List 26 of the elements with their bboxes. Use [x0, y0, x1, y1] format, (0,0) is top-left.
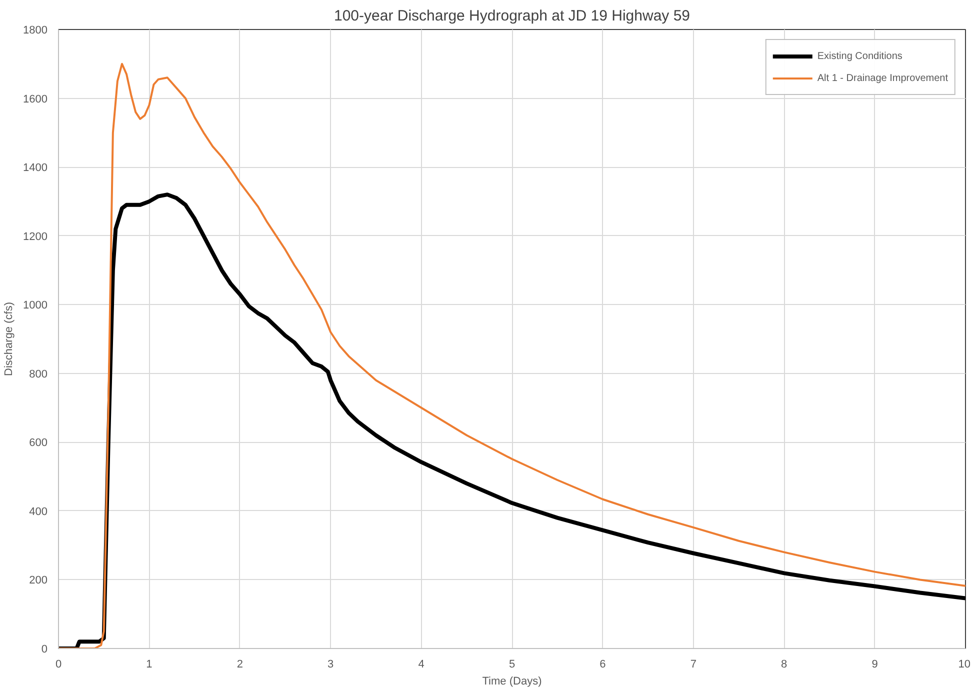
y-tick-label: 1600 — [23, 93, 48, 106]
x-tick-label: 1 — [146, 658, 152, 670]
chart-title: 100-year Discharge Hydrograph at JD 19 Highway 59 — [334, 8, 690, 24]
y-tick-label: 0 — [41, 644, 48, 656]
x-tick-label: 0 — [55, 658, 62, 670]
y-tick-label: 200 — [29, 574, 48, 587]
x-axis-title: Time (Days) — [482, 676, 542, 688]
y-tick-label: 1000 — [23, 300, 48, 312]
x-tick-label: 10 — [958, 658, 971, 670]
y-tick-label: 400 — [29, 506, 48, 518]
x-tick-label: 8 — [781, 658, 788, 670]
y-tick-label: 800 — [29, 368, 48, 380]
x-tick-label: 7 — [690, 658, 696, 670]
legend-label: Alt 1 - Drainage Improvement — [817, 72, 948, 84]
y-tick-label: 600 — [29, 437, 48, 450]
y-axis-title: Discharge (cfs) — [3, 302, 16, 376]
y-tick-label: 1400 — [23, 162, 48, 174]
x-tick-label: 3 — [328, 658, 334, 670]
x-tick-label: 6 — [600, 658, 606, 670]
x-tick-label: 9 — [872, 658, 878, 670]
x-tick-label: 5 — [508, 658, 516, 670]
x-tick-label: 2 — [236, 658, 243, 670]
x-tick-label: 4 — [418, 658, 424, 670]
y-tick-label: 1200 — [23, 230, 48, 243]
legend-label: Existing Conditions — [817, 50, 902, 62]
y-tick-label: 1800 — [23, 24, 48, 36]
